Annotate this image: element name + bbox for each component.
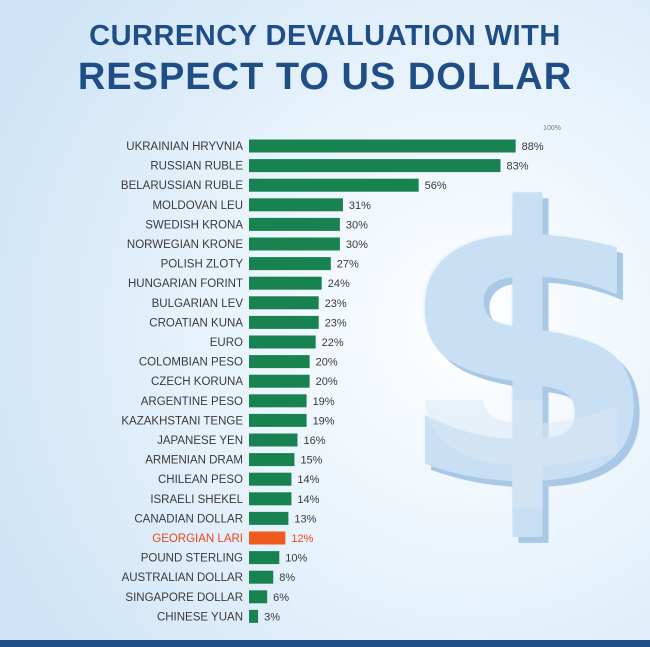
value-label: 19%: [313, 396, 335, 408]
value-label: 10%: [285, 553, 307, 565]
value-label: 19%: [313, 415, 335, 427]
value-label: 20%: [316, 376, 338, 388]
bar: [249, 257, 331, 271]
dollar-sign-icon: $: [395, 128, 650, 571]
bar: [249, 453, 295, 467]
bar: [249, 413, 307, 427]
bar: [249, 237, 340, 251]
value-label: 23%: [325, 298, 347, 310]
bar: [249, 590, 268, 604]
category-label: GEORGIAN LARI: [152, 533, 243, 545]
category-label: ARMENIAN DRAM: [145, 455, 243, 467]
category-label: NORWEGIAN KRONE: [127, 239, 243, 251]
value-label: 83%: [506, 161, 528, 173]
value-label: 15%: [300, 455, 322, 467]
category-label: CHILEAN PESO: [158, 474, 243, 486]
category-label: COLOMBIAN PESO: [139, 357, 243, 369]
category-label: AUSTRALIAN DOLLAR: [122, 572, 243, 584]
category-label: SINGAPORE DOLLAR: [125, 592, 243, 604]
category-label: CROATIAN KUNA: [149, 317, 243, 329]
bar: [249, 276, 322, 290]
category-label: CZECH KORUNA: [151, 376, 243, 388]
value-label: 20%: [316, 357, 338, 369]
bar: [249, 198, 343, 212]
value-label: 14%: [297, 474, 319, 486]
bar: [249, 492, 292, 506]
bar: [249, 355, 310, 369]
value-label: 8%: [279, 572, 295, 584]
bar: [249, 472, 292, 486]
bar: [249, 394, 307, 408]
bar: [249, 609, 259, 623]
category-label: SWEDISH KRONA: [145, 219, 243, 231]
value-label: 3%: [264, 611, 280, 623]
value-label: 14%: [297, 494, 319, 506]
bar: [249, 374, 310, 388]
bar: [249, 531, 286, 545]
bar: [249, 159, 501, 173]
bar: [249, 335, 316, 349]
bar: [249, 570, 274, 584]
category-label: BULGARIAN LEV: [152, 298, 244, 310]
title-line-1: CURRENCY DEVALUATION WITH: [89, 20, 561, 52]
bar: [249, 511, 289, 525]
bottom-border: [0, 640, 650, 647]
category-label: ISRAELI SHEKEL: [150, 494, 243, 506]
category-label: HUNGARIAN FORINT: [128, 278, 243, 290]
category-label: MOLDOVAN LEU: [152, 200, 243, 212]
value-label: 16%: [303, 435, 325, 447]
value-label: 56%: [425, 180, 447, 192]
value-label: 23%: [325, 317, 347, 329]
top-tick-label: 100%: [543, 125, 561, 132]
category-label: POLISH ZLOTY: [161, 259, 244, 271]
value-label: 30%: [346, 219, 368, 231]
bar: [249, 296, 319, 310]
title-line-2: RESPECT TO US DOLLAR: [77, 56, 573, 98]
bar: [249, 139, 516, 153]
value-label: 12%: [291, 533, 313, 545]
bar: [249, 217, 340, 231]
bar: [249, 178, 419, 192]
category-label: EURO: [210, 337, 243, 349]
value-label: 27%: [337, 259, 359, 271]
category-label: CHINESE YUAN: [157, 611, 243, 623]
category-label: RUSSIAN RUBLE: [150, 161, 243, 173]
chart-title: CURRENCY DEVALUATION WITH RESPECT TO US …: [0, 18, 650, 100]
category-label: KAZAKHSTANI TENGE: [121, 415, 243, 427]
value-label: 31%: [349, 200, 371, 212]
category-label: BELARUSSIAN RUBLE: [121, 180, 243, 192]
bar: [249, 315, 319, 329]
value-label: 22%: [322, 337, 344, 349]
category-label: CANADIAN DOLLAR: [134, 513, 243, 525]
category-label: POUND STERLING: [141, 553, 243, 565]
category-label: UKRAINIAN HRYVNIA: [126, 141, 243, 153]
category-label: JAPANESE YEN: [157, 435, 243, 447]
value-label: 6%: [273, 592, 289, 604]
category-label: ARGENTINE PESO: [141, 396, 243, 408]
bar: [249, 551, 280, 565]
value-label: 30%: [346, 239, 368, 251]
value-label: 13%: [294, 513, 316, 525]
value-label: 24%: [328, 278, 350, 290]
value-label: 88%: [522, 141, 544, 153]
bar: [249, 433, 298, 447]
